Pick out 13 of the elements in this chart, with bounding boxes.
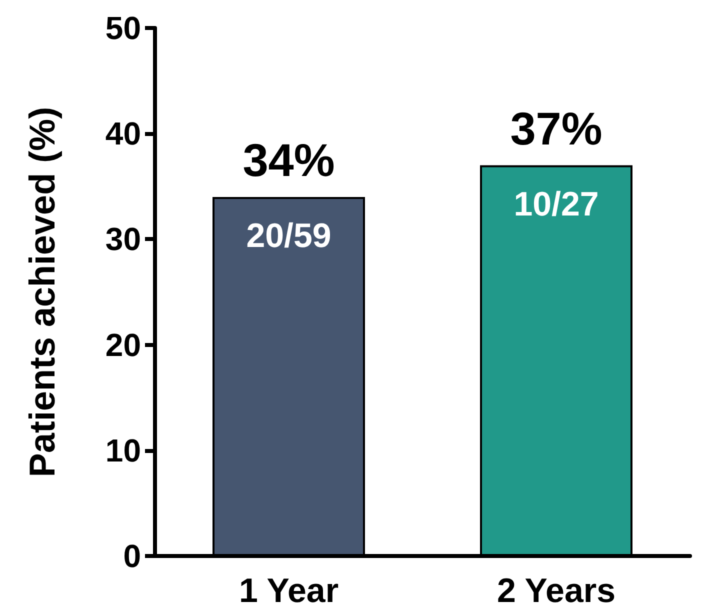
annotation: 20/59 [246,216,332,255]
y-axis-title: Patients achieved (%) [22,106,62,478]
y-tick-label: 10 [105,432,141,468]
x-tick-label: 1 Year [238,572,339,610]
annotation: 10/27 [514,185,599,224]
data-label: 37% [510,102,602,154]
y-tick-label: 40 [105,116,141,152]
y-tick-label: 0 [123,538,141,574]
y-tick-label: 20 [105,326,141,363]
x-tick-label: 2 Years [496,572,616,610]
y-tick-label: 50 [105,10,141,46]
y-tick-label: 30 [105,221,141,258]
data-label: 34% [242,134,335,186]
